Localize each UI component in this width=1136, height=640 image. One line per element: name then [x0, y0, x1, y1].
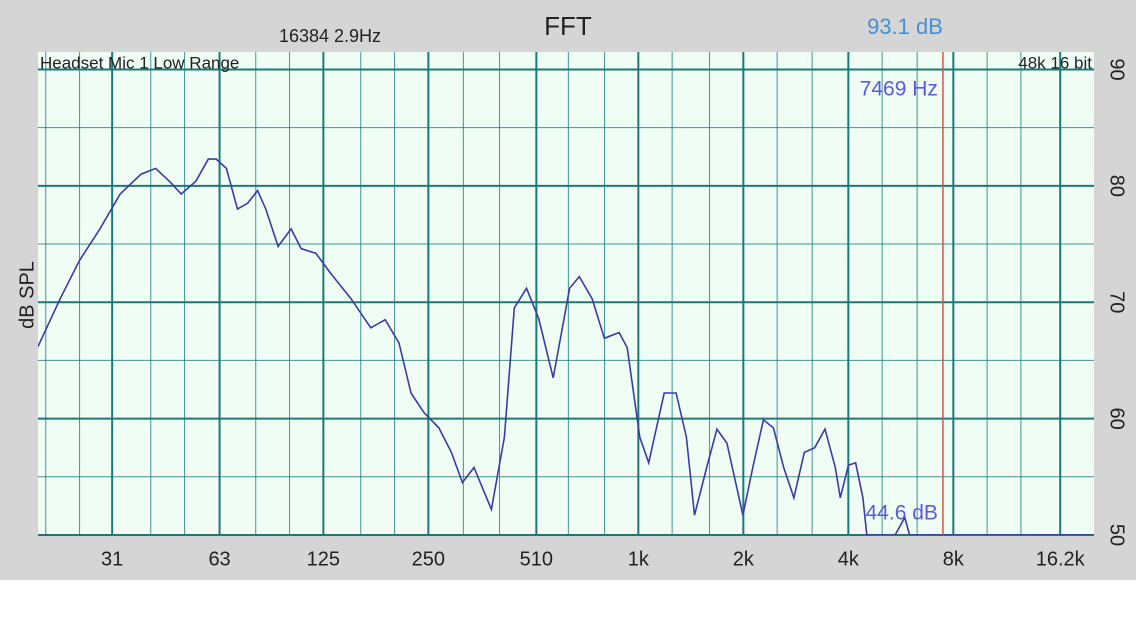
y-axis-label: dB SPL [16, 261, 38, 329]
cursor-frequency: 7469 Hz [860, 78, 938, 101]
y-tick-label: 80 [1106, 175, 1128, 197]
y-tick-label: 50 [1106, 524, 1128, 546]
spectrum-line [38, 158, 1094, 535]
chart-title: FFT [544, 11, 592, 41]
format-label: 48k 16 bit [1018, 53, 1092, 72]
x-tick-label: 250 [412, 548, 445, 570]
cursor-level: 44.6 dB [866, 502, 938, 525]
y-tick-label: 70 [1106, 291, 1128, 313]
x-tick-label: 2k [733, 548, 755, 570]
x-tick-label: 510 [520, 548, 553, 570]
x-tick-label: 8k [943, 548, 965, 570]
plot-marks [38, 52, 1094, 535]
fft-info: 16384 2.9Hz [279, 26, 381, 46]
input-label: Headset Mic 1 Low Range [40, 53, 239, 72]
y-tick-label: 90 [1106, 58, 1128, 80]
x-tick-label: 1k [628, 548, 650, 570]
x-tick-label: 125 [307, 548, 340, 570]
x-tick-label: 63 [208, 548, 230, 570]
x-tick-label: 31 [101, 548, 123, 570]
x-tick-label: 16.2k [1036, 548, 1086, 570]
x-tick-label: 4k [838, 548, 860, 570]
y-tick-label: 60 [1106, 407, 1128, 429]
plot-background [38, 52, 1094, 535]
peak-level: 93.1 dB [867, 14, 943, 39]
